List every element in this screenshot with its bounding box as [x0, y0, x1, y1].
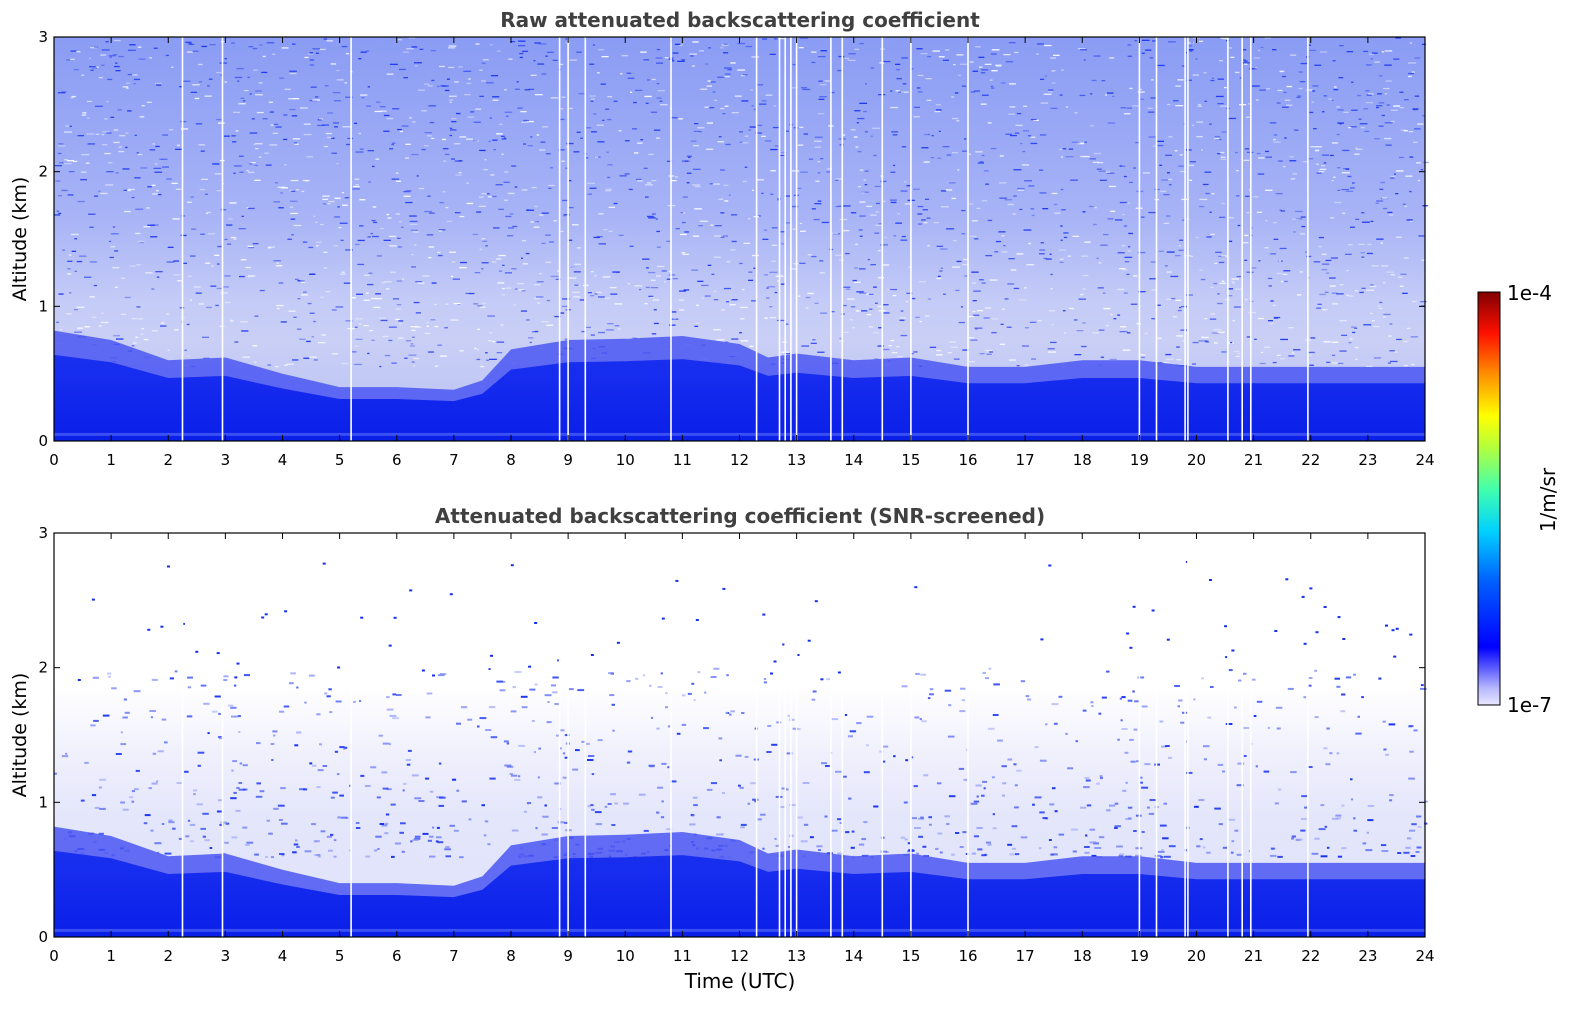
snr-plot-area: 0 1 2 3 4 5 6 7 8 9 10 11 12 13 14 15 16 17 18 19 20 21 22 23 24…: [38, 524, 1434, 965]
x-tick-label: 11: [673, 947, 692, 965]
x-tick-label: 10: [616, 947, 635, 965]
x-tick-label: 3: [221, 947, 231, 965]
x-tick-label: 5: [335, 451, 345, 469]
x-tick-label: 8: [506, 947, 516, 965]
x-tick-label: 17: [1016, 451, 1035, 469]
x-tick-label: 11: [673, 451, 692, 469]
surface-layer: [54, 432, 1425, 436]
data-gaps: [181, 37, 1309, 441]
colorbar-unit-label: 1/m/sr: [1536, 467, 1560, 532]
x-tick-label: 0: [49, 947, 59, 965]
x-tick-label: 12: [730, 451, 749, 469]
mixed-layer-core: [54, 850, 1425, 937]
raw-backscatter-panel: Raw attenuated backscattering coefficien…: [9, 8, 1435, 469]
x-tick-label: 19: [1130, 947, 1149, 965]
raw-plot-area: 0 1 2 3 4 5 6 7 8 9 10 11 12 13 14 15 16 17 18 19 20 21 22 23 24…: [38, 28, 1434, 469]
x-tick-label: 18: [1073, 451, 1092, 469]
x-tick-label: 13: [787, 947, 806, 965]
x-tick-label: 1: [106, 947, 116, 965]
x-tick-label: 23: [1358, 451, 1377, 469]
y-tick-label: 0: [38, 928, 48, 946]
x-tick-label: 17: [1016, 947, 1035, 965]
x-tick-label: 5: [335, 947, 345, 965]
x-tick-label: 14: [844, 947, 863, 965]
x-tick-label: 20: [1187, 947, 1206, 965]
y-tick-label: 2: [38, 659, 48, 677]
x-tick-label: 4: [278, 947, 288, 965]
x-tick-label: 16: [958, 947, 977, 965]
raw-y-axis-label: Altitude (km): [9, 177, 31, 302]
x-tick-label: 0: [49, 451, 59, 469]
x-tick-label: 7: [449, 947, 459, 965]
colorbar: 1e-4 1e-7 1/m/sr: [1477, 281, 1560, 717]
x-tick-label: 1: [106, 451, 116, 469]
colorbar-gradient: [1477, 291, 1501, 706]
y-tick-label: 2: [38, 163, 48, 181]
x-tick-label: 18: [1073, 947, 1092, 965]
x-tick-label: 7: [449, 451, 459, 469]
x-tick-label: 2: [164, 451, 174, 469]
x-tick-label: 6: [392, 947, 402, 965]
y-tick-label: 1: [38, 793, 48, 811]
x-tick-label: 13: [787, 451, 806, 469]
x-tick-label: 15: [901, 451, 920, 469]
x-tick-label: 12: [730, 947, 749, 965]
x-tick-label: 9: [563, 451, 573, 469]
y-tick-label: 1: [38, 297, 48, 315]
x-tick-label: 14: [844, 451, 863, 469]
x-tick-label: 3: [221, 451, 231, 469]
mixed-layer-core: [54, 354, 1425, 441]
colorbar-min-label: 1e-7: [1507, 693, 1552, 717]
y-tick-label: 3: [38, 28, 48, 46]
time-axis-label: Time (UTC): [684, 969, 796, 993]
x-tick-label: 24: [1415, 451, 1434, 469]
x-tick-label: 22: [1301, 947, 1320, 965]
data-gaps: [181, 533, 1309, 937]
raw-chart-title: Raw attenuated backscattering coefficien…: [500, 8, 980, 32]
x-tick-label: 2: [164, 947, 174, 965]
colorbar-max-label: 1e-4: [1507, 281, 1552, 305]
noise-texture: [54, 37, 1429, 368]
snr-y-axis-label: Altitude (km): [9, 673, 31, 798]
x-tick-label: 21: [1244, 451, 1263, 469]
surface-layer: [54, 928, 1425, 932]
x-tick-label: 4: [278, 451, 288, 469]
x-tick-label: 23: [1358, 947, 1377, 965]
y-tick-label: 3: [38, 524, 48, 542]
x-tick-label: 24: [1415, 947, 1434, 965]
x-tick-label: 10: [616, 451, 635, 469]
x-tick-label: 21: [1244, 947, 1263, 965]
x-tick-label: 8: [506, 451, 516, 469]
snr-screened-panel: Attenuated backscattering coefficient (S…: [9, 504, 1435, 993]
y-tick-label: 0: [38, 432, 48, 450]
x-tick-label: 20: [1187, 451, 1206, 469]
x-tick-label: 19: [1130, 451, 1149, 469]
x-tick-label: 9: [563, 947, 573, 965]
x-tick-label: 15: [901, 947, 920, 965]
x-tick-label: 16: [958, 451, 977, 469]
x-tick-label: 6: [392, 451, 402, 469]
x-tick-label: 22: [1301, 451, 1320, 469]
snr-chart-title: Attenuated backscattering coefficient (S…: [435, 504, 1045, 528]
